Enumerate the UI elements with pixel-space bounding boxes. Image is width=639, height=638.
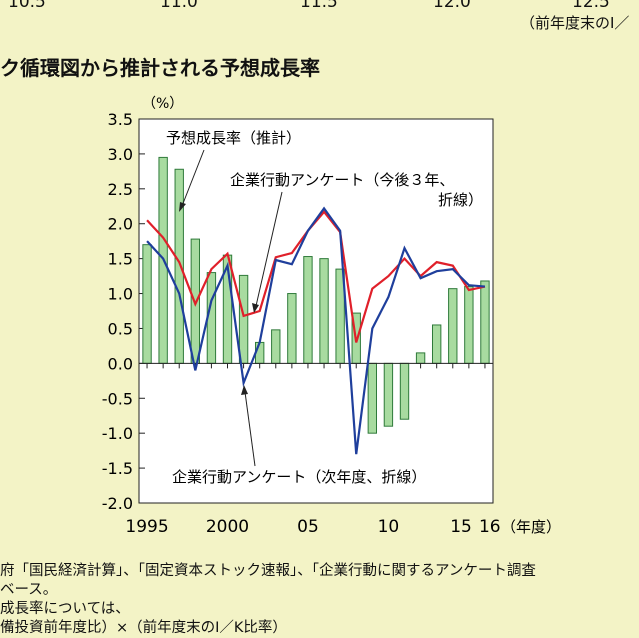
bar bbox=[480, 280, 490, 364]
y-tick-label: 2.0 bbox=[108, 215, 133, 234]
bar bbox=[464, 286, 474, 364]
top-tick-label: 11.0 bbox=[160, 0, 198, 12]
note-line: 府「国民経済計算」、「固定資本ストック速報」、「企業行動に関するアンケート調査 bbox=[0, 563, 536, 579]
annotation-survey-next-year-leader bbox=[244, 391, 256, 467]
annotation-estimated-arrowhead bbox=[179, 202, 186, 212]
annotation-survey-3yr-2: 折線） bbox=[438, 191, 483, 209]
y-tick-label: 1.5 bbox=[108, 250, 133, 269]
notes: 府「国民経済計算」、「固定資本ストック速報」、「企業行動に関するアンケート調査 … bbox=[0, 562, 536, 638]
bar bbox=[303, 256, 313, 364]
y-tick-label: 3.0 bbox=[108, 145, 133, 164]
top-tick-label: 11.5 bbox=[300, 0, 338, 12]
bar bbox=[238, 274, 249, 364]
annotation-estimated: 予想成長率（推計） bbox=[166, 129, 301, 147]
chart: （%） 3.5 3.0 2.5 2.0 1.5 1.0 0.5 0.0 -0.5 -1.0 -1.5… bbox=[102, 96, 561, 537]
x-tick-label: 16 bbox=[479, 517, 501, 537]
note-line: 備投資前年度比）×（前年度末のI／K比率） bbox=[0, 620, 287, 636]
bar bbox=[448, 288, 458, 364]
annotation-survey-3yr-leader bbox=[255, 191, 283, 307]
y-tick-label: -1.5 bbox=[102, 459, 133, 478]
bar bbox=[287, 293, 297, 364]
top-tick-label: 12.5 bbox=[572, 0, 610, 12]
bar bbox=[415, 352, 426, 364]
y-tick-label: 0.5 bbox=[108, 319, 133, 338]
bar bbox=[254, 341, 265, 364]
x-tick-label: 15 bbox=[450, 517, 472, 537]
y-tick-label: 2.5 bbox=[108, 180, 133, 199]
annotation-survey-3yr-arrowhead bbox=[252, 303, 259, 313]
y-tick-label: -0.5 bbox=[102, 389, 133, 408]
x-tick-label: 1995 bbox=[125, 517, 168, 537]
note-line: ベース。 bbox=[0, 582, 58, 598]
y-axis: 3.5 3.0 2.5 2.0 1.5 1.0 0.5 0.0 -0.5 -1.0 -1.5 -2.0 bbox=[102, 110, 145, 513]
y-tick-label: 3.5 bbox=[108, 110, 133, 129]
annotation-survey-3yr: 企業行動アンケート（今後３年、 bbox=[230, 171, 454, 189]
bar bbox=[367, 362, 378, 434]
annotation-survey-next-year: 企業行動アンケート（次年度、折線） bbox=[172, 468, 426, 486]
annotation-survey-next-year-arrowhead bbox=[241, 385, 248, 395]
bar bbox=[271, 329, 281, 364]
bar bbox=[319, 258, 329, 364]
annotations: 予想成長率（推計） 企業行動アンケート（今後３年、 折線） 企業行動アンケート（… bbox=[166, 129, 483, 486]
y-tick-label: 1.0 bbox=[108, 285, 133, 304]
section-title: ク循環図から推計される予想成長率 bbox=[0, 56, 320, 80]
annotation-estimated-leader bbox=[181, 149, 205, 207]
x-tick-label: 05 bbox=[297, 517, 319, 537]
x-axis: 1995 2000 05 10 15 16 （年度） bbox=[125, 363, 561, 537]
y-axis-unit: （%） bbox=[142, 96, 183, 112]
x-tick-label: 2000 bbox=[206, 517, 249, 537]
bar bbox=[383, 362, 394, 427]
top-tick-label: 10.5 bbox=[8, 0, 46, 12]
note-line: 成長率については、 bbox=[0, 601, 130, 617]
bar bbox=[399, 362, 410, 420]
line-survey-next-year bbox=[146, 206, 486, 455]
x-axis-unit: （年度） bbox=[501, 518, 561, 536]
top-tick-label: 12.0 bbox=[433, 0, 471, 12]
top-unit-note: （前年度末のI／ bbox=[520, 14, 630, 32]
x-tick-label: 10 bbox=[378, 517, 400, 537]
y-tick-label: -2.0 bbox=[102, 494, 133, 513]
y-tick-label: 0.0 bbox=[108, 354, 133, 373]
bar bbox=[142, 244, 152, 364]
bar bbox=[174, 168, 184, 364]
y-tick-label: -1.0 bbox=[102, 424, 133, 443]
bar bbox=[431, 324, 442, 364]
